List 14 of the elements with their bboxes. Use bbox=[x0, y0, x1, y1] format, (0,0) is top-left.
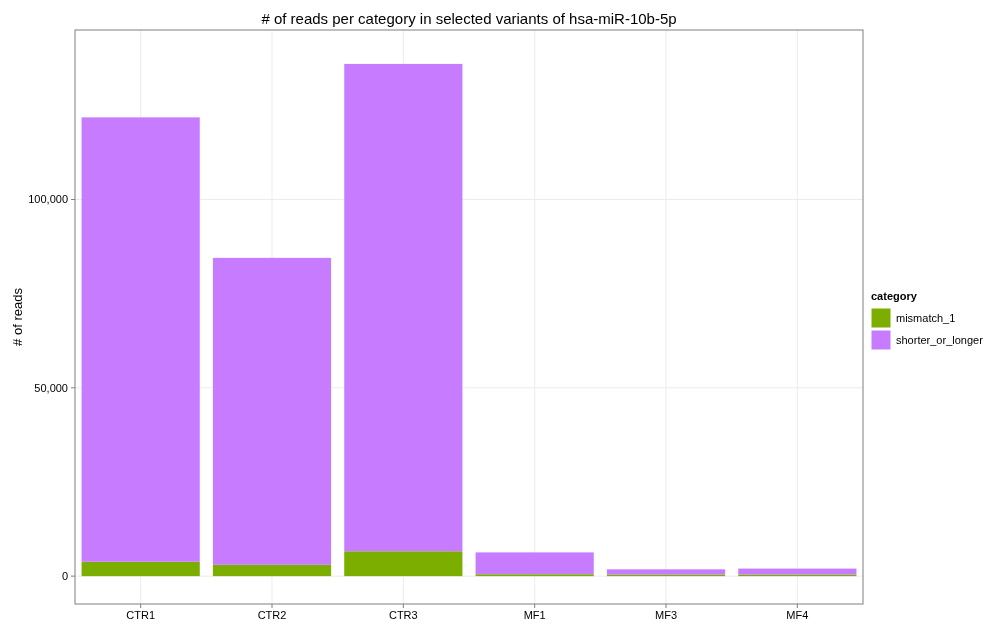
x-tick-label: CTR3 bbox=[388, 609, 418, 621]
legend-label: shorter_or_longer bbox=[896, 333, 984, 346]
y-axis-title: # of reads bbox=[10, 287, 25, 346]
chart-title: # of reads per category in selected variants of hsa-miR-10b-5p bbox=[261, 10, 677, 27]
y-tick-label: 50,000 bbox=[34, 381, 68, 394]
x-tick-label: MF1 bbox=[523, 609, 546, 621]
legend-label: mismatch_1 bbox=[896, 311, 956, 324]
y-tick-label: 0 bbox=[61, 569, 68, 582]
x-tick-label: CTR2 bbox=[257, 609, 287, 621]
y-tick-label: 100,000 bbox=[28, 193, 68, 206]
legend-title: category bbox=[871, 290, 918, 302]
x-tick-label: MF3 bbox=[655, 609, 677, 621]
x-tick-label: MF4 bbox=[786, 609, 809, 621]
x-tick-label: CTR1 bbox=[126, 609, 156, 621]
